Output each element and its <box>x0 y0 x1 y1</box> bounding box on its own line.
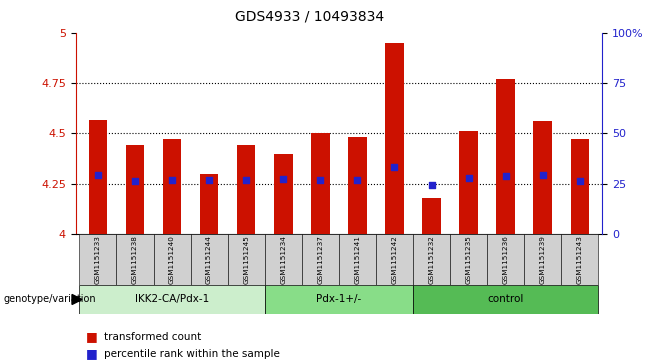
Text: GSM1151241: GSM1151241 <box>355 235 361 284</box>
FancyBboxPatch shape <box>450 234 487 285</box>
FancyBboxPatch shape <box>265 285 413 314</box>
FancyBboxPatch shape <box>487 234 524 285</box>
Text: ■: ■ <box>86 330 97 343</box>
Text: GSM1151244: GSM1151244 <box>206 235 212 284</box>
Point <box>538 172 548 178</box>
Text: GSM1151237: GSM1151237 <box>317 235 323 284</box>
Point <box>390 164 400 170</box>
Text: Pdx-1+/-: Pdx-1+/- <box>316 294 361 305</box>
Text: transformed count: transformed count <box>104 332 201 342</box>
Bar <box>237 146 255 234</box>
Point <box>204 177 215 183</box>
Text: control: control <box>488 294 524 305</box>
Bar <box>200 174 218 234</box>
Text: GSM1151234: GSM1151234 <box>280 235 286 284</box>
Text: GSM1151245: GSM1151245 <box>243 235 249 284</box>
Point <box>501 173 511 179</box>
Bar <box>570 139 589 234</box>
Point <box>93 172 103 178</box>
Point <box>166 177 177 183</box>
FancyBboxPatch shape <box>302 234 339 285</box>
Bar <box>274 154 293 234</box>
Point <box>278 176 288 182</box>
Point <box>352 177 363 183</box>
Text: GSM1151243: GSM1151243 <box>577 235 583 284</box>
Text: IKK2-CA/Pdx-1: IKK2-CA/Pdx-1 <box>135 294 209 305</box>
Bar <box>459 131 478 234</box>
Text: GSM1151236: GSM1151236 <box>503 235 509 284</box>
Polygon shape <box>72 294 82 305</box>
FancyBboxPatch shape <box>228 234 265 285</box>
Text: GSM1151238: GSM1151238 <box>132 235 138 284</box>
Text: GSM1151239: GSM1151239 <box>540 235 545 284</box>
Point <box>315 177 326 183</box>
Bar <box>422 198 441 234</box>
Text: GSM1151233: GSM1151233 <box>95 235 101 284</box>
FancyBboxPatch shape <box>80 285 265 314</box>
Text: GSM1151232: GSM1151232 <box>428 235 434 284</box>
Text: ■: ■ <box>86 347 97 360</box>
Point <box>426 182 437 188</box>
FancyBboxPatch shape <box>153 234 191 285</box>
Point <box>574 178 585 184</box>
Bar <box>126 146 144 234</box>
FancyBboxPatch shape <box>413 285 598 314</box>
Bar <box>311 133 330 234</box>
Point <box>241 177 251 183</box>
FancyBboxPatch shape <box>265 234 302 285</box>
Text: GSM1151242: GSM1151242 <box>392 235 397 284</box>
Text: GDS4933 / 10493834: GDS4933 / 10493834 <box>235 9 384 23</box>
Bar <box>496 79 515 234</box>
Text: percentile rank within the sample: percentile rank within the sample <box>104 349 280 359</box>
Bar <box>89 120 107 234</box>
Bar <box>348 138 367 234</box>
FancyBboxPatch shape <box>116 234 153 285</box>
Point <box>463 175 474 181</box>
FancyBboxPatch shape <box>376 234 413 285</box>
Text: GSM1151240: GSM1151240 <box>169 235 175 284</box>
FancyBboxPatch shape <box>413 234 450 285</box>
Text: GSM1151235: GSM1151235 <box>466 235 472 284</box>
FancyBboxPatch shape <box>80 234 116 285</box>
Bar <box>534 121 552 234</box>
FancyBboxPatch shape <box>191 234 228 285</box>
FancyBboxPatch shape <box>524 234 561 285</box>
Bar <box>385 43 404 234</box>
FancyBboxPatch shape <box>339 234 376 285</box>
FancyBboxPatch shape <box>561 234 598 285</box>
Point <box>130 178 140 184</box>
Text: genotype/variation: genotype/variation <box>3 294 96 305</box>
Bar <box>163 139 182 234</box>
